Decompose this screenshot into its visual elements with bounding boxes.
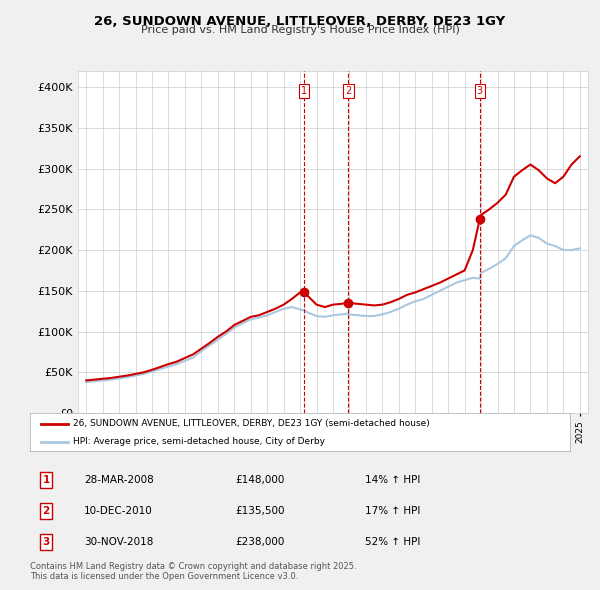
Text: £238,000: £238,000	[235, 537, 284, 547]
Text: £148,000: £148,000	[235, 475, 284, 485]
Text: 17% ↑ HPI: 17% ↑ HPI	[365, 506, 420, 516]
Text: Contains HM Land Registry data © Crown copyright and database right 2025.
This d: Contains HM Land Registry data © Crown c…	[30, 562, 356, 581]
Text: 2: 2	[346, 86, 352, 96]
Text: 26, SUNDOWN AVENUE, LITTLEOVER, DERBY, DE23 1GY (semi-detached house): 26, SUNDOWN AVENUE, LITTLEOVER, DERBY, D…	[73, 419, 430, 428]
Text: 10-DEC-2010: 10-DEC-2010	[84, 506, 153, 516]
Text: HPI: Average price, semi-detached house, City of Derby: HPI: Average price, semi-detached house,…	[73, 437, 325, 446]
Text: 26, SUNDOWN AVENUE, LITTLEOVER, DERBY, DE23 1GY: 26, SUNDOWN AVENUE, LITTLEOVER, DERBY, D…	[94, 15, 506, 28]
Text: 30-NOV-2018: 30-NOV-2018	[84, 537, 154, 547]
Text: 28-MAR-2008: 28-MAR-2008	[84, 475, 154, 485]
Text: 14% ↑ HPI: 14% ↑ HPI	[365, 475, 420, 485]
Text: 2: 2	[43, 506, 50, 516]
Text: 3: 3	[476, 86, 483, 96]
Text: 1: 1	[43, 475, 50, 485]
Text: 52% ↑ HPI: 52% ↑ HPI	[365, 537, 420, 547]
Text: Price paid vs. HM Land Registry's House Price Index (HPI): Price paid vs. HM Land Registry's House …	[140, 25, 460, 35]
Text: £135,500: £135,500	[235, 506, 285, 516]
Text: 3: 3	[43, 537, 50, 547]
Text: 1: 1	[301, 86, 307, 96]
